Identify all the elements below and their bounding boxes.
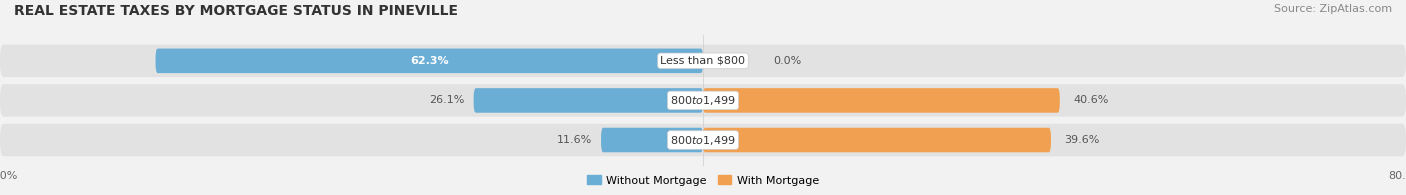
Text: REAL ESTATE TAXES BY MORTGAGE STATUS IN PINEVILLE: REAL ESTATE TAXES BY MORTGAGE STATUS IN … — [14, 4, 458, 18]
FancyBboxPatch shape — [0, 124, 1406, 156]
FancyBboxPatch shape — [474, 88, 703, 113]
Text: $800 to $1,499: $800 to $1,499 — [671, 134, 735, 146]
Text: Source: ZipAtlas.com: Source: ZipAtlas.com — [1274, 4, 1392, 14]
Text: 26.1%: 26.1% — [429, 95, 465, 105]
Text: 39.6%: 39.6% — [1064, 135, 1099, 145]
FancyBboxPatch shape — [0, 84, 1406, 117]
FancyBboxPatch shape — [602, 128, 703, 152]
Text: 40.6%: 40.6% — [1073, 95, 1108, 105]
FancyBboxPatch shape — [0, 45, 1406, 77]
FancyBboxPatch shape — [156, 49, 703, 73]
Text: Less than $800: Less than $800 — [661, 56, 745, 66]
Legend: Without Mortgage, With Mortgage: Without Mortgage, With Mortgage — [582, 171, 824, 190]
Text: $800 to $1,499: $800 to $1,499 — [671, 94, 735, 107]
Text: 62.3%: 62.3% — [411, 56, 449, 66]
Text: 0.0%: 0.0% — [773, 56, 801, 66]
FancyBboxPatch shape — [703, 88, 1060, 113]
FancyBboxPatch shape — [703, 128, 1052, 152]
Text: 11.6%: 11.6% — [557, 135, 592, 145]
